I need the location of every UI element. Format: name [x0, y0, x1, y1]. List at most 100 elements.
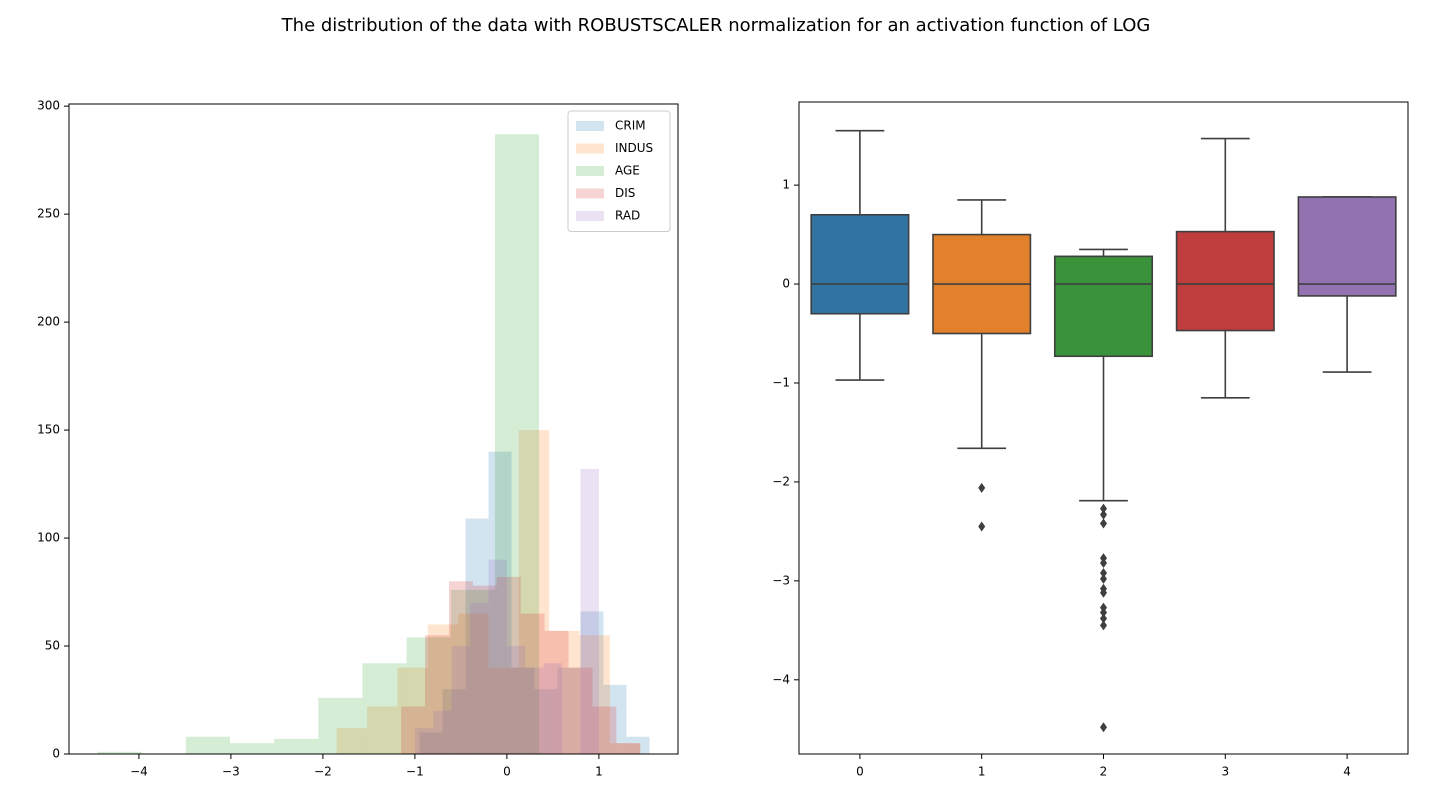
x-tick-label: 2 [1100, 765, 1108, 779]
outlier [1100, 587, 1107, 598]
outlier [978, 482, 986, 493]
x-tick-label: 0 [856, 765, 864, 779]
x-tick-label: 3 [1221, 765, 1229, 779]
x-tick-label: 4 [1343, 765, 1351, 779]
legend-label: INDUS [615, 141, 653, 155]
axes-frame [68, 103, 679, 755]
legend-swatch [576, 166, 604, 176]
histogram-bar [549, 630, 580, 754]
x-tick-label: 1 [978, 765, 986, 779]
histogram-bar [465, 518, 489, 754]
histogram-bar [543, 663, 563, 754]
legend-swatch [576, 143, 604, 154]
histogram-bar [488, 451, 512, 754]
histogram-bar [609, 743, 641, 754]
y-tick-label: −3 [772, 573, 790, 587]
figure-title: The distribution of the data with ROBUST… [281, 15, 1151, 36]
x-tick-label: −2 [314, 765, 332, 779]
histogram-bar [401, 706, 426, 754]
histogram-bar [494, 134, 540, 755]
histogram-bar [442, 689, 466, 754]
histogram-bar [448, 581, 473, 754]
histogram-bar [580, 611, 604, 754]
histogram-bar [451, 646, 471, 754]
box [1053, 255, 1154, 358]
histogram-bar [544, 630, 569, 754]
legend-label: AGE [615, 164, 640, 178]
y-tick-label: 200 [37, 315, 60, 329]
histogram-bar [397, 667, 428, 754]
box [810, 213, 910, 315]
histogram-bar [458, 613, 489, 754]
outlier [1100, 607, 1107, 618]
histogram-bar [525, 667, 544, 754]
axes-frame [798, 101, 1409, 755]
histogram-bar [488, 559, 507, 754]
outlier [978, 521, 986, 532]
histogram-bar [367, 706, 398, 754]
y-tick-label: −4 [772, 672, 790, 686]
histogram-bar [496, 576, 521, 754]
outlier [1100, 613, 1107, 624]
y-tick-label: 1 [782, 178, 790, 192]
histogram-bar [427, 624, 459, 754]
histogram-bar [425, 635, 449, 754]
y-tick-label: −1 [772, 375, 790, 389]
histogram-bar [318, 697, 363, 754]
histogram-bar [185, 736, 230, 754]
histogram-bar [580, 468, 599, 754]
y-tick-label: 0 [52, 747, 60, 761]
y-tick-label: 300 [37, 99, 60, 113]
histogram-bar [557, 667, 581, 754]
histogram-bar [470, 602, 489, 754]
histogram-bar [592, 706, 617, 754]
histogram-bar [450, 589, 495, 754]
outlier [1100, 518, 1107, 529]
x-tick-label: 0 [503, 765, 511, 779]
histogram-bar [433, 710, 452, 754]
x-tick-label: 1 [595, 765, 603, 779]
histogram-bar [419, 732, 443, 754]
outlier [1100, 722, 1107, 733]
histogram-bar [626, 736, 650, 754]
box [1175, 230, 1275, 332]
histogram-bar [616, 743, 641, 754]
legend-label: DIS [615, 186, 635, 200]
histogram-bar [520, 613, 545, 754]
histogram-bar [579, 635, 610, 754]
histogram-bar [97, 751, 142, 754]
outlier [1100, 567, 1107, 578]
histogram-bar [274, 738, 319, 754]
histogram-bar [414, 728, 434, 754]
histogram-bar [488, 667, 519, 754]
y-tick-label: 250 [37, 207, 60, 221]
legend-swatch [576, 121, 604, 131]
legend-swatch [576, 211, 604, 221]
x-tick-label: −1 [406, 765, 424, 779]
y-tick-label: 50 [45, 639, 60, 653]
legend-swatch [576, 188, 604, 199]
histogram-bar [506, 646, 526, 754]
outlier [1100, 558, 1107, 569]
legend-label: CRIM [615, 119, 646, 133]
y-tick-label: −2 [772, 474, 790, 488]
outlier [1100, 503, 1107, 514]
legend-box [567, 110, 671, 232]
histogram-bar [534, 689, 558, 754]
histogram-bar [229, 743, 275, 754]
legend-label: RAD [615, 209, 640, 223]
y-tick-label: 100 [37, 531, 60, 545]
histogram-bar [336, 728, 368, 754]
histogram-bar [518, 430, 550, 754]
histogram-bar [472, 585, 497, 754]
histogram-bar [406, 637, 451, 754]
histogram-bar [362, 663, 407, 754]
box [1297, 196, 1397, 297]
outlier [1100, 620, 1107, 631]
histogram-bar [511, 667, 535, 754]
histogram-bar [603, 684, 627, 754]
outlier [1100, 509, 1107, 520]
x-tick-label: −3 [222, 765, 240, 779]
outlier [1100, 573, 1107, 584]
